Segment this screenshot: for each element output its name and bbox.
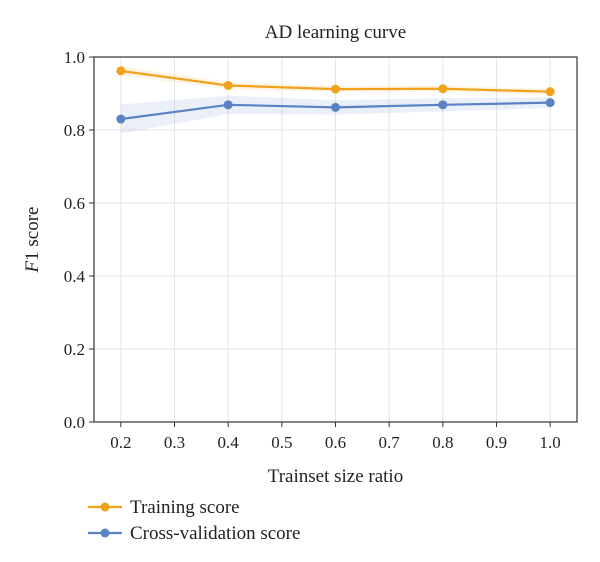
y-axis-ticks: 0.0 0.2 0.4 0.6 0.8 1.0 — [64, 48, 94, 432]
legend-label: Training score — [130, 497, 240, 518]
x-tick-label: 0.2 — [110, 433, 131, 452]
x-axis-ticks: 0.2 0.3 0.4 0.5 0.6 0.7 0.8 0.9 1.0 — [110, 422, 561, 452]
chart-title: AD learning curve — [265, 22, 406, 43]
x-tick-label: 0.9 — [486, 433, 507, 452]
data-point — [223, 80, 233, 90]
x-tick-label: 0.4 — [218, 433, 240, 452]
legend-swatch-marker — [100, 502, 110, 512]
y-tick-label: 0.6 — [64, 194, 85, 213]
data-points — [116, 66, 555, 124]
data-point — [116, 66, 126, 76]
grid-lines — [94, 56, 577, 423]
x-tick-label: 0.7 — [379, 433, 401, 452]
data-point — [223, 100, 233, 110]
y-axis-label: F1 score — [22, 207, 43, 274]
data-point — [331, 84, 340, 94]
x-tick-label: 0.8 — [432, 433, 453, 452]
x-tick-label: 0.3 — [164, 433, 185, 452]
data-point — [545, 98, 555, 108]
y-tick-label: 0.4 — [64, 267, 86, 286]
y-tick-label: 0.2 — [64, 340, 85, 359]
y-tick-label: 0.8 — [64, 121, 85, 140]
legend: Training score Cross-validation score — [88, 497, 300, 544]
data-point — [331, 102, 340, 112]
data-point — [116, 114, 126, 124]
data-point — [545, 87, 555, 97]
x-tick-label: 0.6 — [325, 433, 346, 452]
y-tick-label: 1.0 — [64, 48, 85, 67]
x-tick-label: 1.0 — [540, 433, 561, 452]
x-axis-label: Trainset size ratio — [268, 466, 403, 487]
legend-label: Cross-validation score — [130, 523, 300, 544]
data-point — [438, 84, 448, 94]
y-tick-label: 0.0 — [64, 413, 85, 432]
legend-swatch-marker — [100, 528, 110, 538]
data-point — [438, 100, 448, 110]
x-tick-label: 0.5 — [271, 433, 292, 452]
